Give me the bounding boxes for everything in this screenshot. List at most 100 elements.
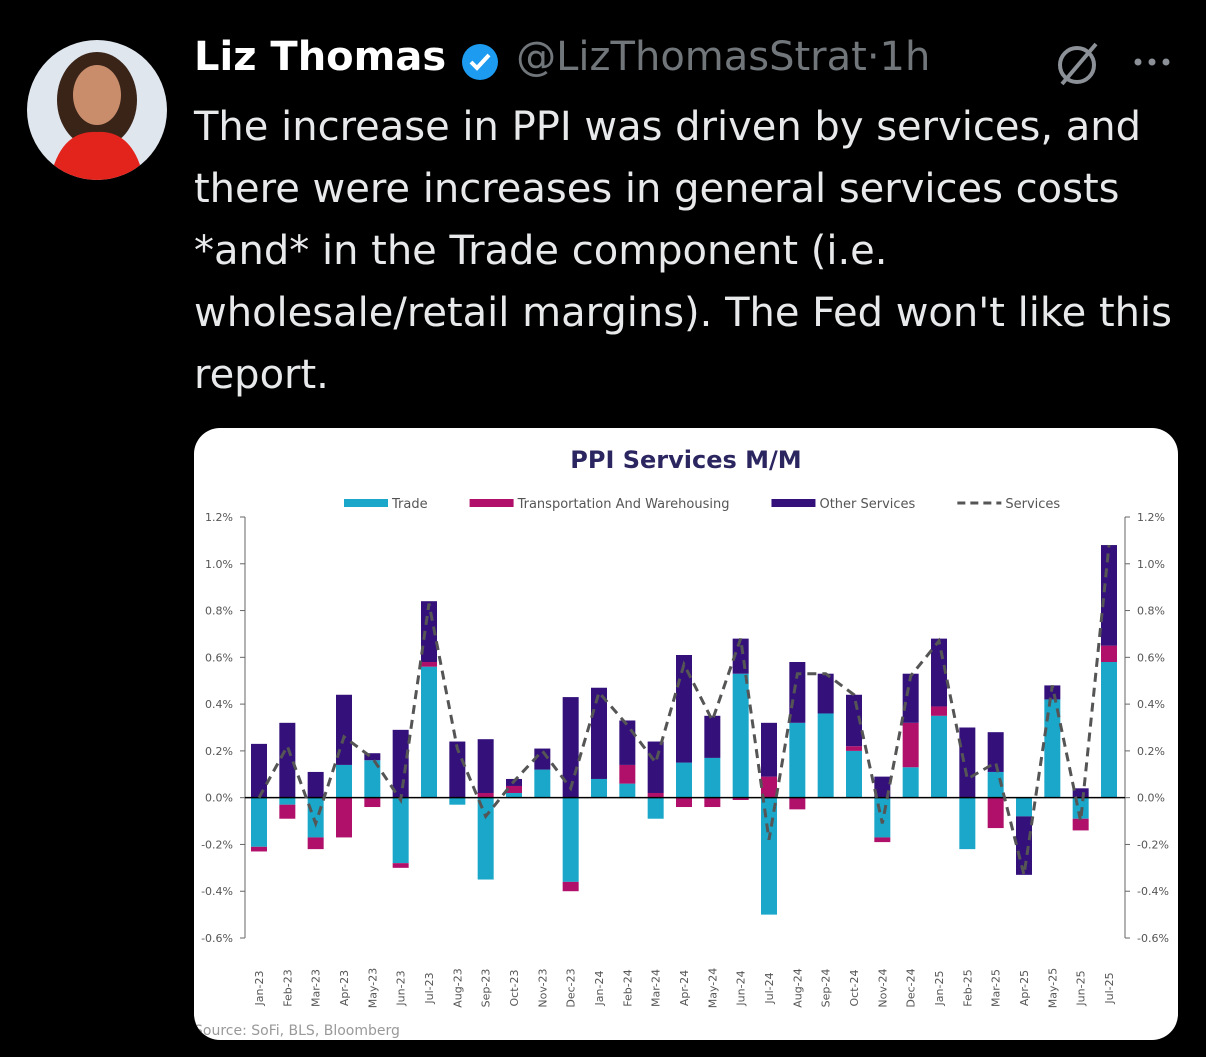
x-tick-label: Apr-24 (678, 970, 691, 1006)
bar-segment (789, 722, 806, 798)
y2-tick-label: 0.0% (1137, 792, 1165, 805)
x-tick-label: Jul-25 (1103, 972, 1116, 1004)
bar-segment (676, 797, 692, 808)
bar-segment (902, 767, 919, 798)
bar-segment (817, 673, 834, 714)
x-tick-label: Apr-23 (338, 970, 351, 1006)
legend-label: Services (1005, 497, 1060, 512)
x-tick-label: Jun-24 (735, 970, 748, 1006)
bar-segment (704, 757, 721, 798)
y-tick-label: -0.6% (201, 932, 233, 945)
x-tick-label: Jun-25 (1075, 970, 1088, 1006)
bar-segment (789, 662, 806, 723)
bar-segment (251, 797, 267, 847)
bar-segment (931, 715, 947, 798)
bar-segment (336, 797, 352, 838)
y2-tick-label: 0.6% (1137, 651, 1165, 664)
legend-swatch (469, 499, 514, 507)
bar-segment (902, 673, 919, 723)
bar-segment (902, 722, 919, 768)
x-tick-label: Aug-23 (451, 968, 464, 1007)
bar-segment (761, 797, 777, 915)
bar-segment (732, 797, 749, 801)
x-tick-label: Dec-23 (565, 968, 578, 1007)
legend-swatch (771, 499, 816, 507)
bar-segment (506, 785, 522, 793)
y-tick-label: -0.4% (201, 885, 233, 898)
bar-segment (392, 729, 409, 798)
x-tick-label: Dec-24 (905, 968, 918, 1007)
bar-segment (619, 783, 636, 798)
legend-label: Other Services (819, 497, 915, 512)
x-tick-label: Oct-23 (508, 970, 521, 1007)
source: Source: SoFi, BLS, Bloomberg (194, 1023, 400, 1039)
x-tick-label: Aug-24 (791, 968, 804, 1007)
bar-segment (307, 837, 324, 850)
y-tick-label: 0.4% (205, 698, 233, 711)
y2-tick-label: 1.0% (1137, 558, 1165, 571)
x-tick-label: May-23 (366, 968, 379, 1009)
bar-segment (676, 654, 692, 763)
bar-segment (477, 739, 494, 793)
x-tick-label: May-25 (1046, 968, 1059, 1009)
time[interactable]: 1h (879, 34, 931, 80)
bar-segment (1101, 645, 1117, 663)
x-tick-label: Jul-24 (763, 972, 776, 1004)
bar-segment (364, 753, 381, 761)
chart-card[interactable]: PPI Services M/M Source: SoFi, BLS, Bloo… (194, 428, 1178, 1040)
y-tick-label: 0.2% (205, 745, 233, 758)
x-tick-label: May-24 (706, 968, 719, 1009)
x-tick-label: Mar-25 (990, 969, 1003, 1007)
y2-tick-label: 1.2% (1137, 511, 1165, 524)
bar-segment (477, 792, 494, 798)
bar-segment (874, 837, 891, 843)
bar-segment (251, 743, 267, 798)
more-icon[interactable] (1134, 58, 1170, 66)
x-tick-label: Feb-23 (281, 969, 294, 1006)
bar-segment (846, 750, 862, 798)
bar-segment (392, 797, 409, 864)
bar-segment (987, 797, 1004, 829)
x-tick-label: Sep-23 (480, 969, 493, 1008)
bar-segment (336, 694, 352, 765)
y-tick-label: 1.2% (205, 511, 233, 524)
x-tick-label: Oct-24 (848, 970, 861, 1007)
bar-segment (704, 715, 721, 758)
line-series (257, 544, 1111, 876)
x-tick-label: Nov-24 (876, 968, 889, 1007)
bar-segment (1044, 685, 1061, 700)
bar-segment (421, 666, 437, 798)
x-tick-label: Jan-23 (253, 971, 266, 1007)
author-name[interactable]: Liz Thomas (194, 34, 447, 80)
x-tick-label: Sep-24 (820, 969, 833, 1008)
bar-segment (364, 760, 381, 798)
bar-segment (1016, 797, 1032, 817)
x-tick-label: Apr-25 (1018, 970, 1031, 1006)
legend-label: Trade (391, 497, 428, 512)
bar-segment (279, 722, 296, 798)
bar-segment (1016, 816, 1032, 875)
bar-segment (449, 797, 466, 805)
bar-segment (959, 797, 976, 850)
bar-segment (1101, 545, 1117, 646)
bar-segment (619, 720, 636, 765)
bar-segment (704, 797, 721, 808)
bar-segment (279, 804, 296, 819)
chart-title: PPI Services M/M (570, 446, 801, 474)
bar-segment (591, 778, 607, 798)
avatar[interactable] (27, 40, 167, 180)
bar-segment (364, 797, 381, 808)
bar-segment (421, 662, 437, 667)
handle[interactable]: @LizThomasStrat (516, 34, 867, 80)
bar-segment (789, 797, 806, 810)
bar-segment (534, 769, 551, 798)
x-tick-label: Mar-23 (310, 969, 323, 1007)
tweet-text: The increase in PPI was driven by servic… (194, 104, 1172, 398)
bar-segment (449, 741, 466, 798)
grok-icon[interactable] (1058, 42, 1098, 86)
x-tick-label: Jan-24 (593, 971, 606, 1007)
bar-segment (591, 687, 607, 779)
bar-segment (307, 771, 324, 798)
